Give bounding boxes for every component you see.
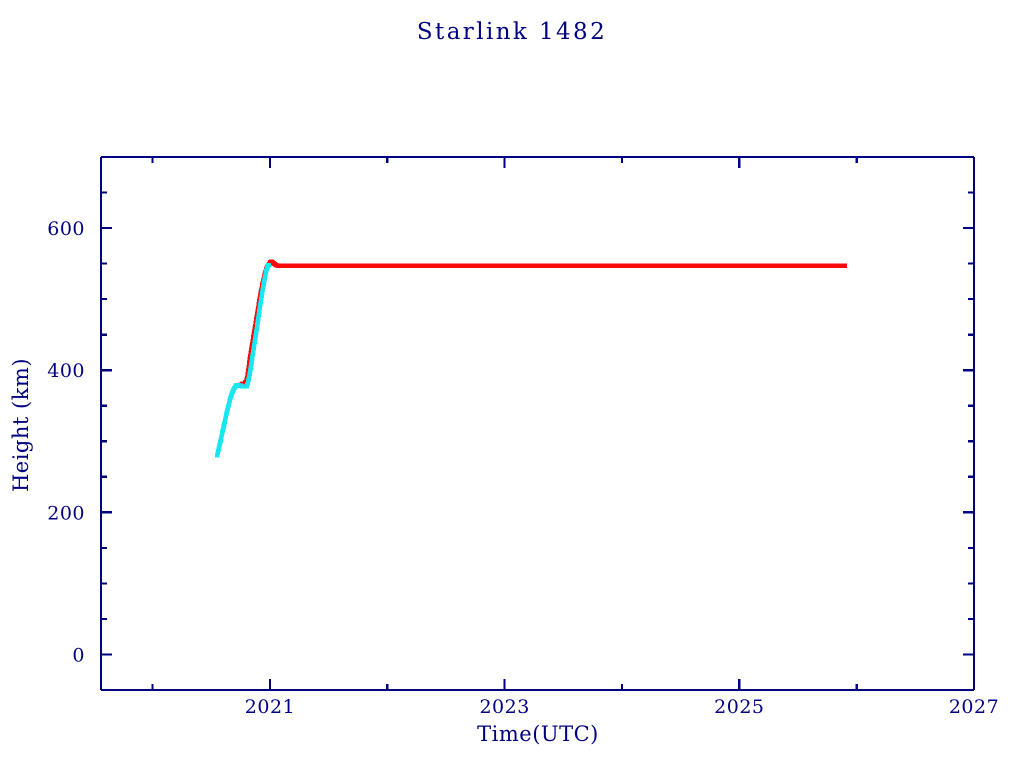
y-axis-title: Height (km) — [9, 358, 33, 492]
series-perigee — [215, 262, 271, 458]
x-tick-label: 2027 — [949, 696, 999, 718]
y-tick-label: 600 — [47, 218, 85, 240]
y-tick-label: 400 — [47, 360, 85, 382]
data-point — [266, 262, 271, 268]
data-point — [842, 263, 848, 268]
chart-title: Starlink 1482 — [417, 19, 607, 45]
x-tick-label: 2025 — [714, 696, 764, 718]
axis-frame — [99, 155, 976, 692]
x-axis-title: Time(UTC) — [477, 722, 599, 746]
tick-labels: 2021 2023 2025 2027 0 200 400 600 — [47, 218, 999, 718]
data-series-layer — [215, 259, 848, 458]
tick-marks — [101, 157, 976, 690]
x-tick-label: 2021 — [245, 696, 295, 718]
x-tick-label: 2023 — [479, 696, 529, 718]
y-tick-label: 200 — [47, 502, 85, 524]
y-tick-label: 0 — [72, 644, 85, 666]
